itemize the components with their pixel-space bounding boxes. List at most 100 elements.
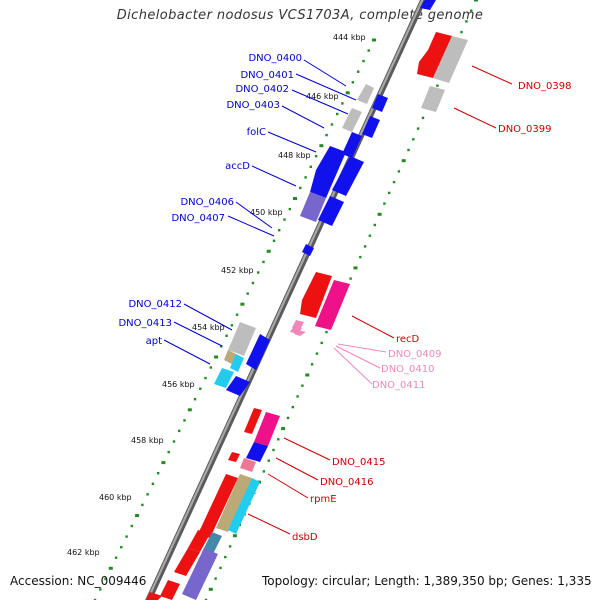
- label-dno0413: DNO_0413: [118, 318, 172, 329]
- label-recd: recD: [396, 334, 420, 345]
- tick-dot: [460, 30, 463, 34]
- tick-dot: [183, 419, 186, 422]
- tick-dot: [204, 376, 207, 380]
- tick-dot: [293, 197, 297, 200]
- tick-dot: [377, 212, 382, 216]
- tick-dot: [262, 260, 265, 264]
- leader-lines: [163, 59, 513, 535]
- tick-dot: [319, 144, 324, 148]
- tick-dot: [272, 239, 276, 242]
- gene-dno0400: [357, 84, 374, 104]
- tick-dot: [93, 598, 97, 600]
- label-dno0402: DNO_0402: [235, 84, 289, 95]
- tick-dot: [320, 341, 323, 345]
- tick-dot: [246, 292, 249, 295]
- tick-dot: [359, 255, 362, 259]
- label-dno0416: DNO_0416: [320, 477, 374, 488]
- tick-dot: [125, 535, 128, 538]
- tick-dot: [214, 355, 219, 359]
- tick-dot: [146, 493, 149, 496]
- tick-dot: [310, 363, 314, 366]
- tick-dot: [314, 155, 318, 158]
- tick-dot: [230, 324, 234, 327]
- gene-lower-c: [174, 548, 200, 576]
- gene-recd-part: [315, 280, 350, 330]
- label-dno0409: DNO_0409: [388, 349, 442, 360]
- gene-dno0413: [246, 334, 270, 370]
- tick-dot: [357, 70, 360, 73]
- tick-dot: [281, 427, 286, 431]
- label-dno0410: DNO_0410: [381, 364, 435, 375]
- forward-gene-labels: DNO_0398 DNO_0399 recD DNO_0409 DNO_0410…: [292, 81, 572, 543]
- gene-dsbd-a: [244, 408, 262, 434]
- tick-dot: [272, 448, 275, 452]
- tick-dot: [220, 345, 223, 348]
- tick-label-462: 462 kbp: [67, 548, 100, 557]
- label-apt: apt: [146, 336, 162, 347]
- gene-dsbd-c: [228, 478, 260, 534]
- tick-dot: [351, 81, 355, 84]
- gene-dno0415: [254, 412, 280, 446]
- tick-dot: [325, 330, 328, 334]
- tick-dot: [345, 91, 350, 95]
- gene-accd-b: [332, 156, 364, 196]
- tick-dot: [436, 84, 439, 87]
- tick-dot: [172, 440, 176, 443]
- gene-accd-a: [310, 146, 346, 198]
- tick-dot: [315, 352, 319, 355]
- tick-dot: [151, 482, 155, 485]
- gene-apt-d: [226, 376, 250, 396]
- gene-dno0406: [300, 192, 326, 222]
- tick-dot: [228, 545, 232, 548]
- tick-dot: [193, 398, 197, 401]
- gene-apt-c: [214, 368, 234, 388]
- tick-dot: [240, 302, 245, 306]
- tick-dot: [288, 207, 291, 211]
- gene-dno0398-part: [433, 36, 468, 83]
- gene-lower-a: [188, 530, 210, 552]
- tick-label-456: 456 kbp: [162, 380, 195, 389]
- tick-dot: [232, 534, 237, 538]
- tick-dot: [135, 514, 140, 517]
- label-dno0399: DNO_0399: [498, 124, 552, 135]
- gene-dno0398: [417, 32, 452, 78]
- tick-dot: [363, 245, 367, 248]
- tick-label-450: 450 kbp: [250, 208, 283, 217]
- reverse-gene-labels: DNO_0400 DNO_0401 DNO_0402 DNO_0403 folC…: [118, 53, 302, 347]
- tick-labels: 444 kbp 446 kbp 448 kbp 450 kbp 452 kbp …: [67, 33, 366, 557]
- label-rpme: rpmE: [310, 494, 337, 505]
- tick-dot: [251, 281, 255, 285]
- tick-dot: [167, 450, 170, 454]
- gene-dsbd-d: [198, 474, 238, 538]
- tick-dot: [178, 429, 181, 433]
- label-dno0411: DNO_0411: [372, 380, 426, 391]
- tick-dot: [397, 170, 401, 173]
- tick-label-454: 454 kbp: [192, 323, 225, 332]
- label-dno0400: DNO_0400: [248, 53, 302, 64]
- gene-rpme: [228, 452, 240, 462]
- gene-dno0403: [362, 116, 380, 138]
- tick-dot: [325, 133, 328, 137]
- forward-strand-genes: [228, 0, 468, 472]
- gene-apt-a: [224, 350, 236, 364]
- tick-dot: [367, 49, 370, 52]
- tick-label-460: 460 kbp: [99, 493, 132, 502]
- gene-lower-d: [182, 548, 218, 600]
- tick-dot: [141, 503, 144, 507]
- label-dno0407: DNO_0407: [171, 213, 225, 224]
- tick-dot: [470, 9, 473, 12]
- label-dno0406: DNO_0406: [180, 197, 234, 208]
- tick-dot: [267, 459, 270, 462]
- gene-dno0408: [302, 244, 314, 256]
- map-title: Dichelobacter nodosus VCS1703A, complete…: [116, 8, 484, 23]
- tick-dot: [372, 38, 376, 42]
- tick-dot: [388, 191, 391, 195]
- gene-dsbd-b: [216, 474, 252, 532]
- gene-dno0399: [421, 86, 445, 112]
- tick-dot: [204, 598, 208, 600]
- label-dno0415: DNO_0415: [332, 457, 386, 468]
- tick-dot: [412, 138, 415, 141]
- gene-dno0416: [240, 458, 256, 472]
- label-folc: folC: [247, 127, 266, 138]
